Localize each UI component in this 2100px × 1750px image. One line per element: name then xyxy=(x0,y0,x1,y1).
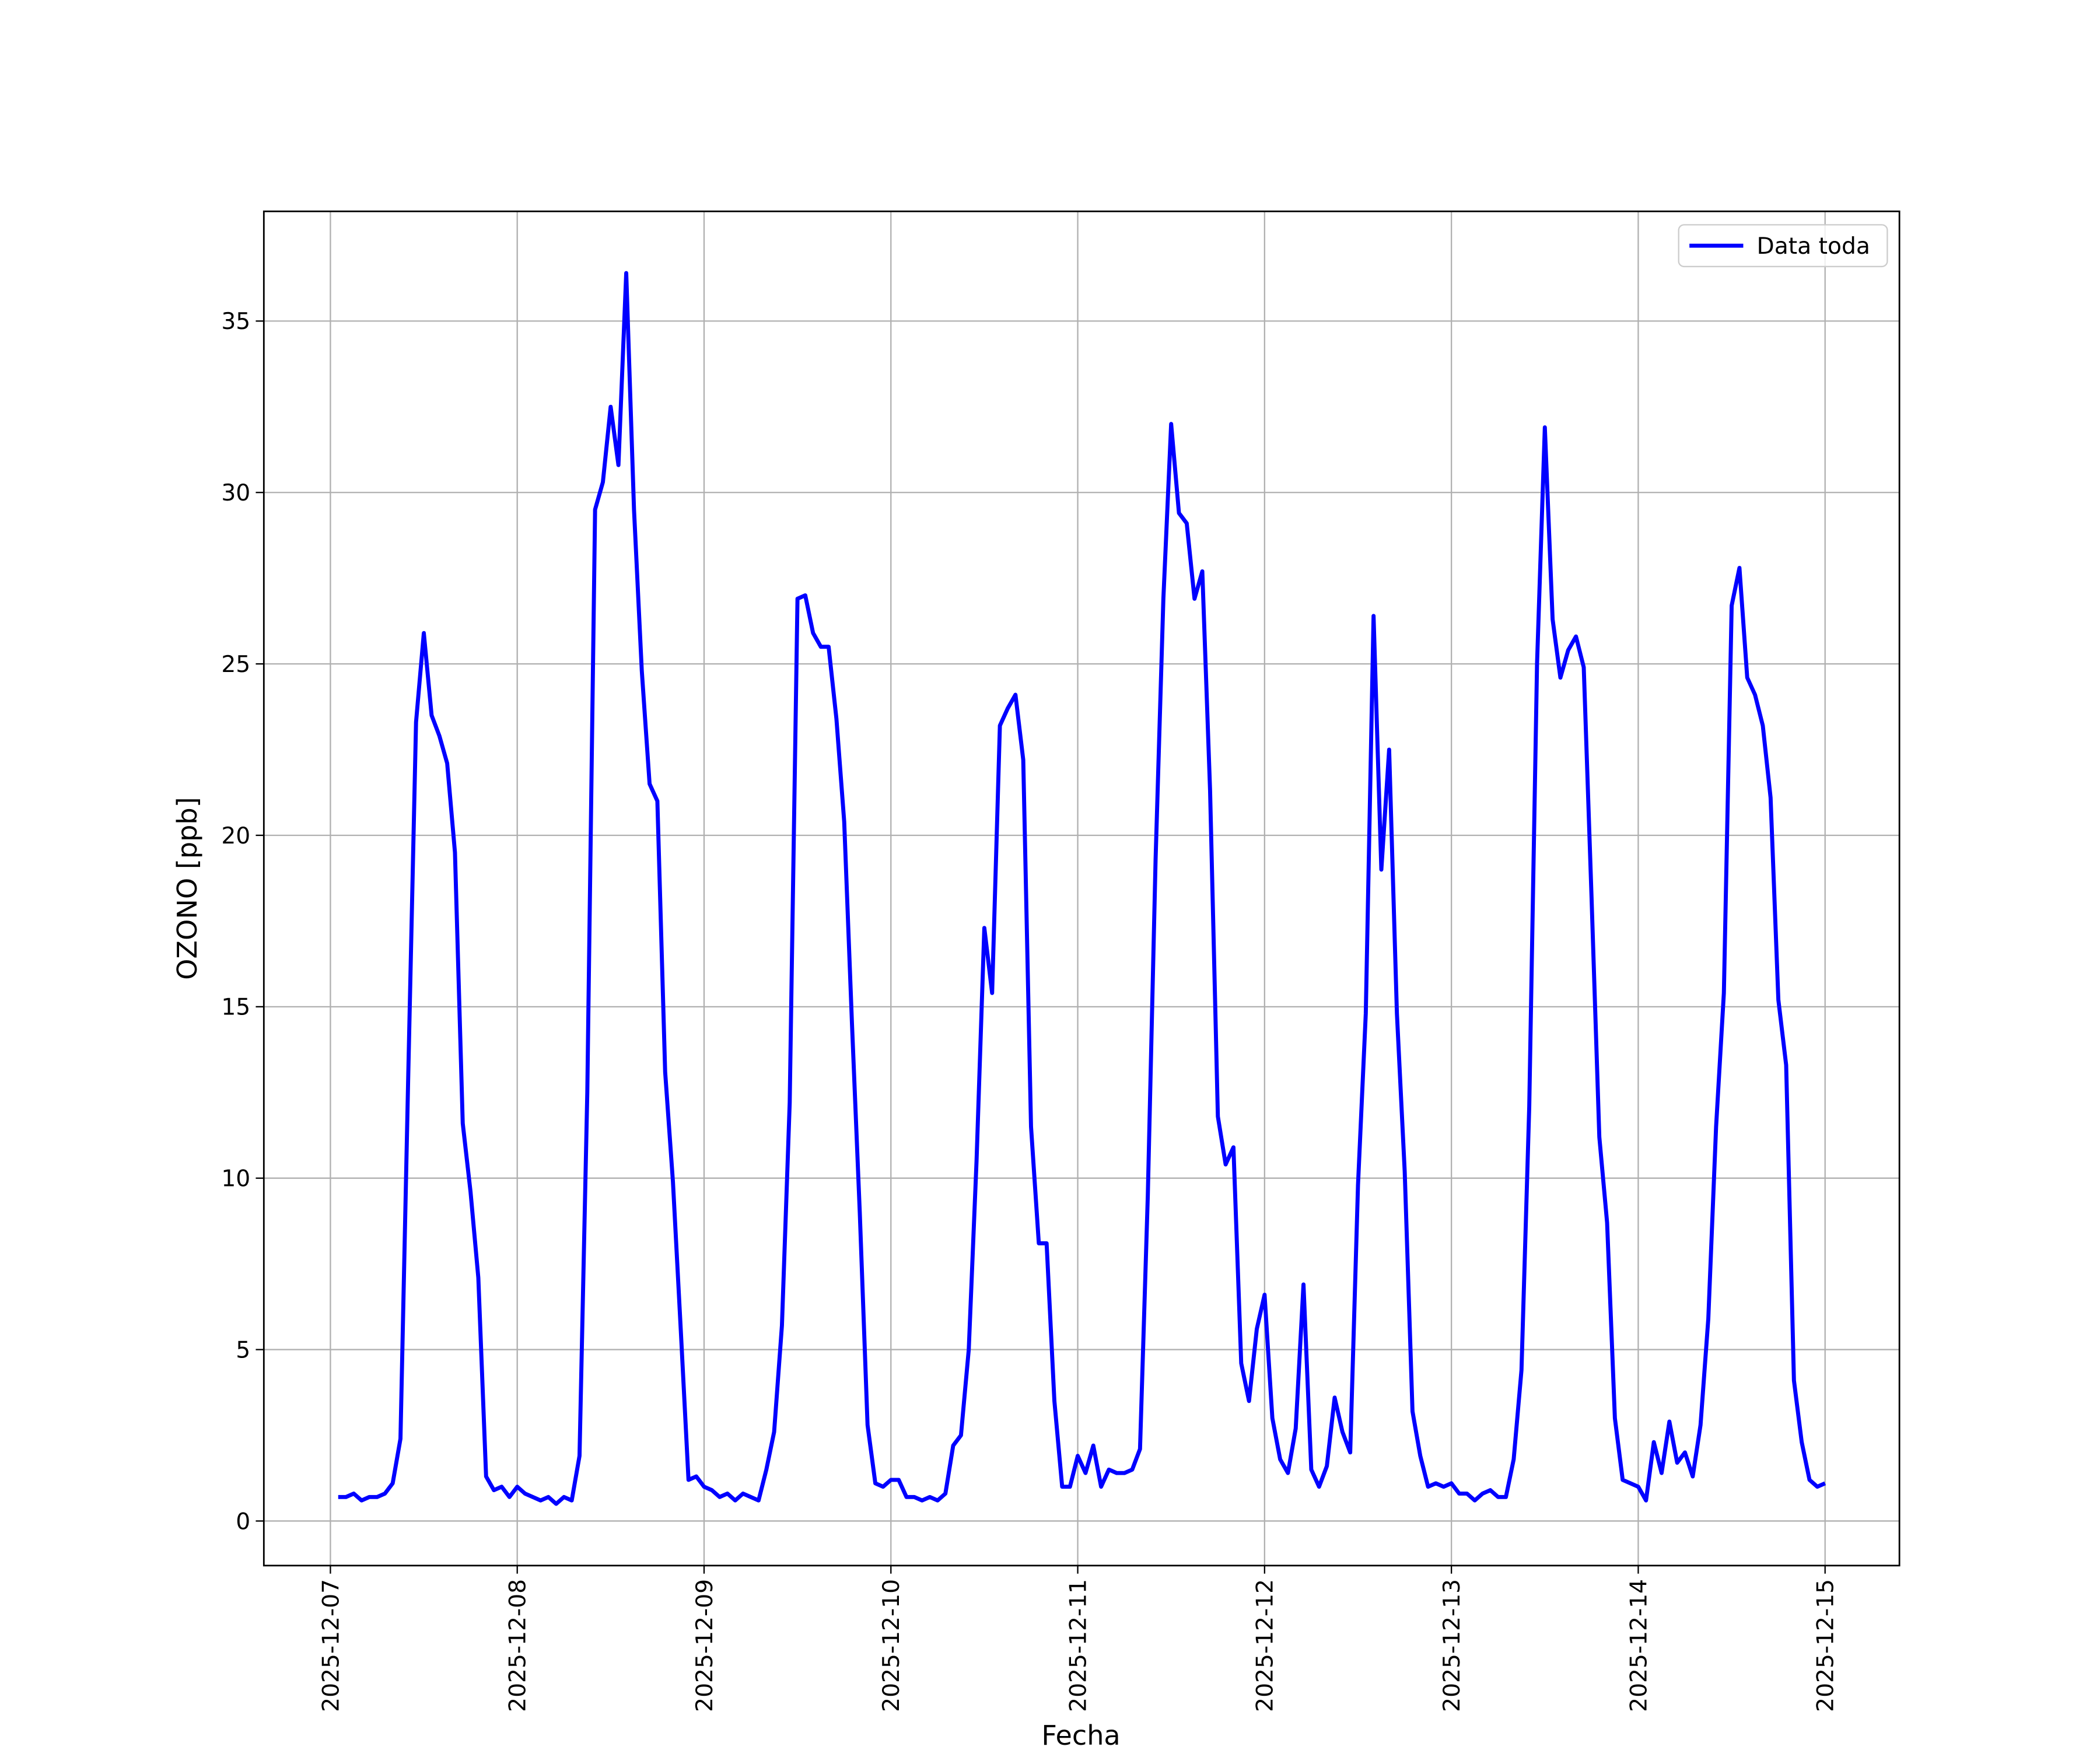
grid xyxy=(264,211,1900,1566)
x-tick-label: 2025-12-13 xyxy=(1439,1579,1465,1712)
plot-area xyxy=(338,271,1826,1506)
y-tick-label: 30 xyxy=(221,480,250,506)
x-tick-label: 2025-12-15 xyxy=(1813,1579,1839,1712)
x-tick-label: 2025-12-09 xyxy=(692,1579,718,1712)
legend-box xyxy=(1678,224,1888,268)
y-axis-label: OZONO [ppb] xyxy=(172,797,203,980)
x-tick-label: 2025-12-11 xyxy=(1065,1579,1091,1712)
x-tick-label: 2025-12-12 xyxy=(1252,1579,1279,1712)
y-tick-label: 5 xyxy=(236,1337,250,1363)
y-tick-label: 20 xyxy=(221,823,250,849)
legend-label: Data toda xyxy=(1757,233,1870,260)
x-axis-label: Fecha xyxy=(1041,1720,1120,1750)
y-tick-label: 35 xyxy=(221,309,250,335)
y-tick-label: 10 xyxy=(221,1166,250,1192)
axes-frame xyxy=(262,210,1901,1567)
y-tick-label: 25 xyxy=(221,652,250,678)
y-tick-label: 0 xyxy=(236,1508,250,1535)
y-tick-label: 15 xyxy=(221,995,250,1021)
x-tick-label: 2025-12-07 xyxy=(318,1579,344,1712)
x-tick-label: 2025-12-08 xyxy=(505,1579,531,1712)
x-tick-label: 2025-12-10 xyxy=(878,1579,905,1712)
x-tick-label: 2025-12-14 xyxy=(1626,1579,1652,1712)
data-line xyxy=(338,271,1826,1506)
